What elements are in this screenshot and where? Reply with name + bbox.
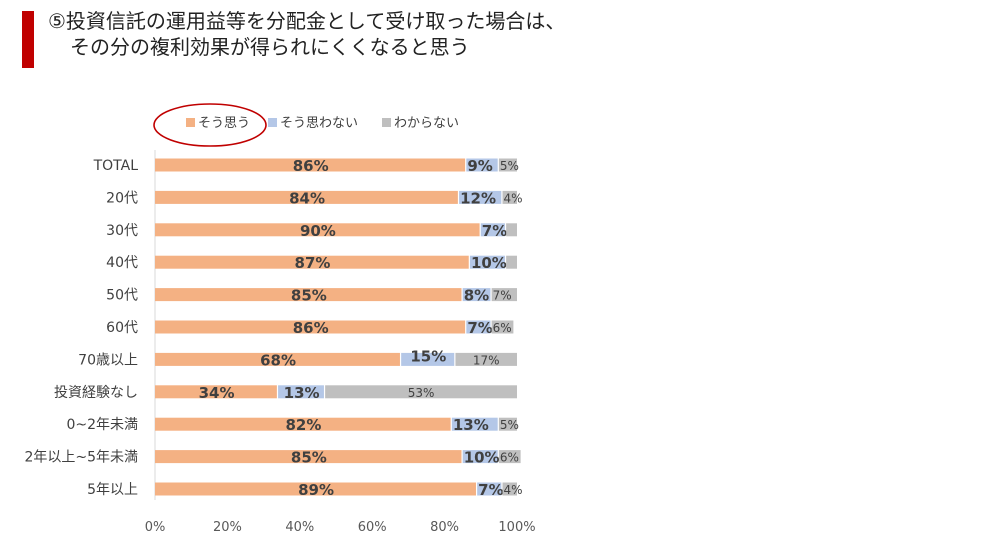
data-label-2-8: 13% — [284, 384, 320, 402]
bar--2 — [502, 190, 517, 204]
bar--8 — [155, 385, 277, 399]
bar--1 — [466, 158, 498, 172]
legend-label-2: そう思わない — [280, 116, 358, 131]
title-line-2: その分の複利効果が得られにくくなると思う — [70, 35, 470, 59]
bar--4 — [506, 255, 517, 269]
bar--7 — [401, 352, 455, 366]
bar--11 — [155, 482, 476, 496]
bar--2 — [155, 190, 458, 204]
data-label-2-7: 15% — [410, 347, 446, 365]
bar--6 — [155, 320, 466, 334]
data-label-1-10: 85% — [291, 449, 327, 467]
category-label-9: 0~2年未満 — [66, 417, 138, 433]
data-label-2-11: 7% — [478, 481, 503, 499]
bar--5 — [491, 288, 517, 302]
legend-highlight-ellipse — [153, 103, 267, 147]
bar--10 — [498, 450, 521, 464]
bar--10 — [155, 450, 462, 464]
data-label-1-3: 90% — [300, 222, 336, 240]
category-label-4: 40代 — [106, 255, 138, 271]
data-label-2-9: 13% — [453, 416, 489, 434]
data-label-2-10: 10% — [464, 449, 500, 467]
data-label-3-9: 5% — [500, 418, 519, 432]
data-label-2-4: 10% — [471, 254, 507, 272]
data-label-1-11: 89% — [298, 481, 334, 499]
bar--6 — [491, 320, 514, 334]
data-label-2-5: 8% — [464, 287, 489, 305]
data-label-1-5: 85% — [291, 287, 327, 305]
bar--3 — [480, 223, 505, 237]
bar--11 — [477, 482, 502, 496]
category-label-11: 5年以上 — [87, 482, 138, 498]
legend-swatch-1 — [186, 118, 195, 127]
bar--10 — [462, 450, 498, 464]
bar--8 — [325, 385, 517, 399]
legend-swatch-3 — [382, 118, 391, 127]
data-label-3-5: 7% — [493, 289, 512, 303]
title-accent-bar — [22, 11, 34, 68]
bar--6 — [466, 320, 491, 334]
bar--3 — [506, 223, 517, 237]
bar--9 — [451, 417, 498, 431]
data-label-1-6: 86% — [293, 319, 329, 337]
category-label-5: 50代 — [106, 288, 138, 304]
category-label-8: 投資経験なし — [54, 385, 138, 401]
x-tick-label-2: 20% — [213, 520, 242, 535]
legend-label-1: そう思う — [198, 116, 250, 131]
data-label-3-11: 4% — [504, 483, 523, 497]
title-line-1: ⑤投資信託の運用益等を分配金として受け取った場合は、 — [48, 9, 566, 33]
data-label-3-6: 6% — [493, 321, 512, 335]
bar--5 — [155, 288, 462, 302]
category-label-1: TOTAL — [93, 158, 139, 174]
page-title: ⑤投資信託の運用益等を分配金として受け取った場合は、 その分の複利効果が得られに… — [48, 8, 565, 60]
data-label-3-1: 5% — [500, 159, 519, 173]
data-label-1-9: 82% — [285, 416, 321, 434]
data-label-2-2: 12% — [460, 189, 496, 207]
data-label-2-1: 9% — [467, 157, 492, 175]
category-label-7: 70歳以上 — [78, 352, 138, 368]
x-tick-label-5: 80% — [430, 520, 459, 535]
bar--2 — [459, 190, 502, 204]
bar--5 — [462, 288, 491, 302]
data-label-2-3: 7% — [482, 222, 507, 240]
data-label-3-8: 53% — [408, 386, 435, 400]
x-tick-label-6: 100% — [498, 520, 535, 535]
data-label-1-2: 84% — [289, 189, 325, 207]
data-label-3-7: 17% — [473, 353, 500, 367]
bar--9 — [155, 417, 451, 431]
x-tick-label-4: 60% — [358, 520, 387, 535]
category-label-6: 60代 — [106, 320, 138, 336]
x-tick-label-3: 40% — [285, 520, 314, 535]
bar--8 — [278, 385, 324, 399]
data-label-3-2: 4% — [504, 191, 523, 205]
legend-swatch-2 — [268, 118, 277, 127]
bar--4 — [469, 255, 505, 269]
data-label-1-8: 34% — [199, 384, 235, 402]
bar--1 — [155, 158, 466, 172]
bar--4 — [155, 255, 469, 269]
category-label-2: 20代 — [106, 190, 138, 206]
data-label-1-7: 68% — [260, 351, 296, 369]
bar--3 — [155, 223, 480, 237]
legend-label-3: わからない — [394, 116, 459, 131]
bar--7 — [455, 352, 517, 366]
data-label-2-6: 7% — [467, 319, 492, 337]
bar--1 — [498, 158, 517, 172]
category-label-3: 30代 — [106, 223, 138, 239]
bar--9 — [498, 417, 517, 431]
bar--7 — [155, 352, 400, 366]
data-label-1-4: 87% — [295, 254, 331, 272]
data-label-3-10: 6% — [500, 451, 519, 465]
x-tick-label-1: 0% — [145, 520, 166, 535]
bar--11 — [502, 482, 517, 496]
data-label-1-1: 86% — [293, 157, 329, 175]
category-label-10: 2年以上~5年未満 — [24, 450, 138, 466]
